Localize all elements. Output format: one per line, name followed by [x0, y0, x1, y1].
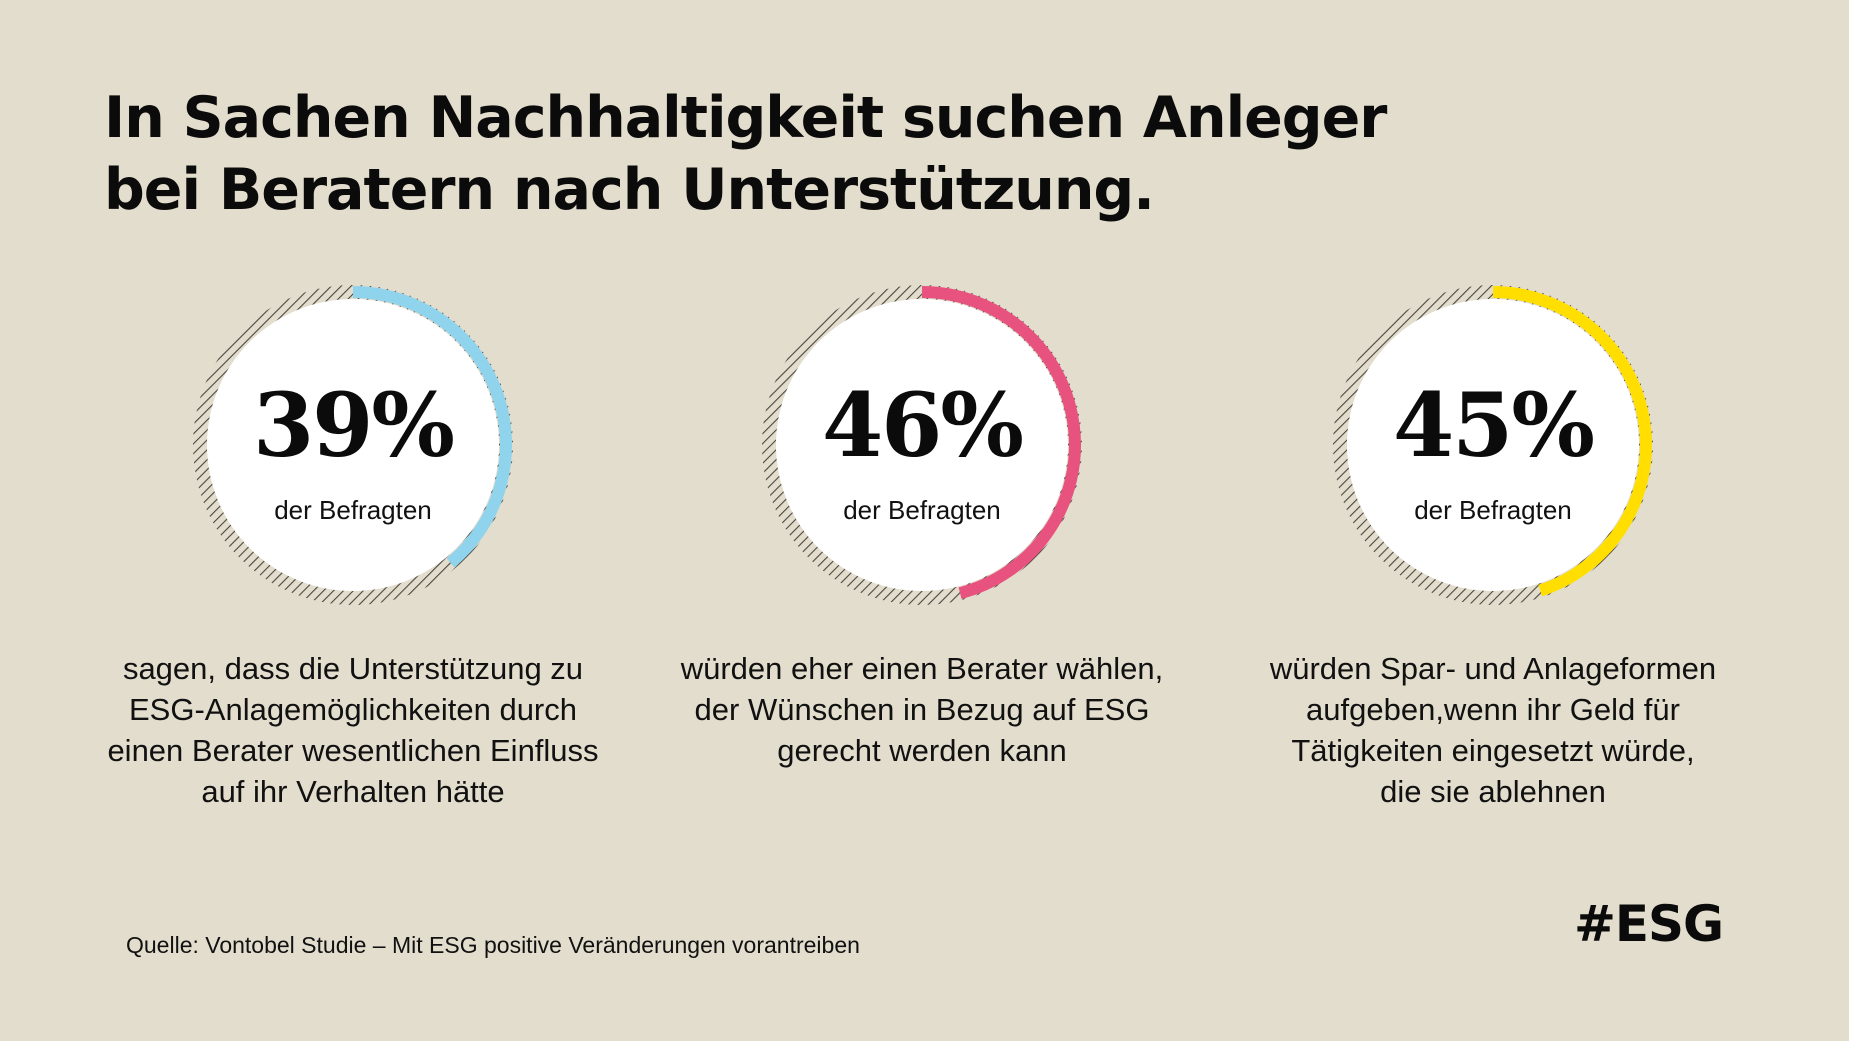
desc-line: sagen, dass die Unterstützung zu	[122, 651, 584, 686]
donut-ring	[762, 285, 1082, 605]
inner-disc	[776, 299, 1068, 591]
source-note: Quelle: Vontobel Studie – Mit ESG positi…	[126, 932, 860, 958]
stat-percent: 39%	[252, 373, 455, 477]
stat-sublabel: der Befragten	[843, 495, 1001, 525]
desc-line: würden Spar- und Anlageformen	[1269, 651, 1717, 686]
desc-line: die sie ablehnen	[1380, 774, 1606, 809]
desc-line: gerecht werden kann	[777, 733, 1067, 768]
title-line-1: In Sachen Nachhaltigkeit suchen Anleger	[104, 85, 1387, 151]
inner-disc	[207, 299, 499, 591]
desc-line: der Wünschen in Bezug auf ESG	[694, 692, 1150, 727]
desc-line: würden eher einen Berater wählen,	[680, 651, 1164, 686]
donut-ring	[1333, 285, 1653, 605]
stat-percent: 46%	[821, 373, 1024, 477]
desc-line: Tätigkeiten eingesetzt würde,	[1291, 733, 1695, 768]
donut-ring	[193, 285, 513, 605]
desc-line: aufgeben,wenn ihr Geld für	[1306, 692, 1680, 727]
title-line-2: bei Beratern nach Unterstützung.	[104, 157, 1155, 223]
stat-sublabel: der Befragten	[1414, 495, 1572, 525]
stat-description: würden Spar- und Anlageformen aufgeben,w…	[1213, 648, 1773, 812]
inner-disc	[1347, 299, 1639, 591]
desc-line: ESG-Anlagemöglichkeiten durch	[128, 692, 578, 727]
value-arc	[921, 286, 1081, 599]
page-title: In Sachen Nachhaltigkeit suchen Anleger …	[104, 82, 1387, 226]
desc-line: einen Berater wesentlichen Einfluss	[107, 733, 599, 768]
donut-svg	[762, 285, 1082, 605]
value-arc	[1492, 286, 1652, 597]
stat-description: würden eher einen Berater wählen, der Wü…	[642, 648, 1202, 771]
donut-svg	[193, 285, 513, 605]
value-arc	[352, 286, 512, 568]
donut-svg	[1333, 285, 1653, 605]
hashtag-esg: #ESG	[1574, 895, 1724, 953]
stat-percent: 45%	[1392, 373, 1595, 477]
stat-description: sagen, dass die Unterstützung zu ESG-Anl…	[73, 648, 633, 812]
desc-line: auf ihr Verhalten hätte	[201, 774, 505, 809]
stat-sublabel: der Befragten	[274, 495, 432, 525]
